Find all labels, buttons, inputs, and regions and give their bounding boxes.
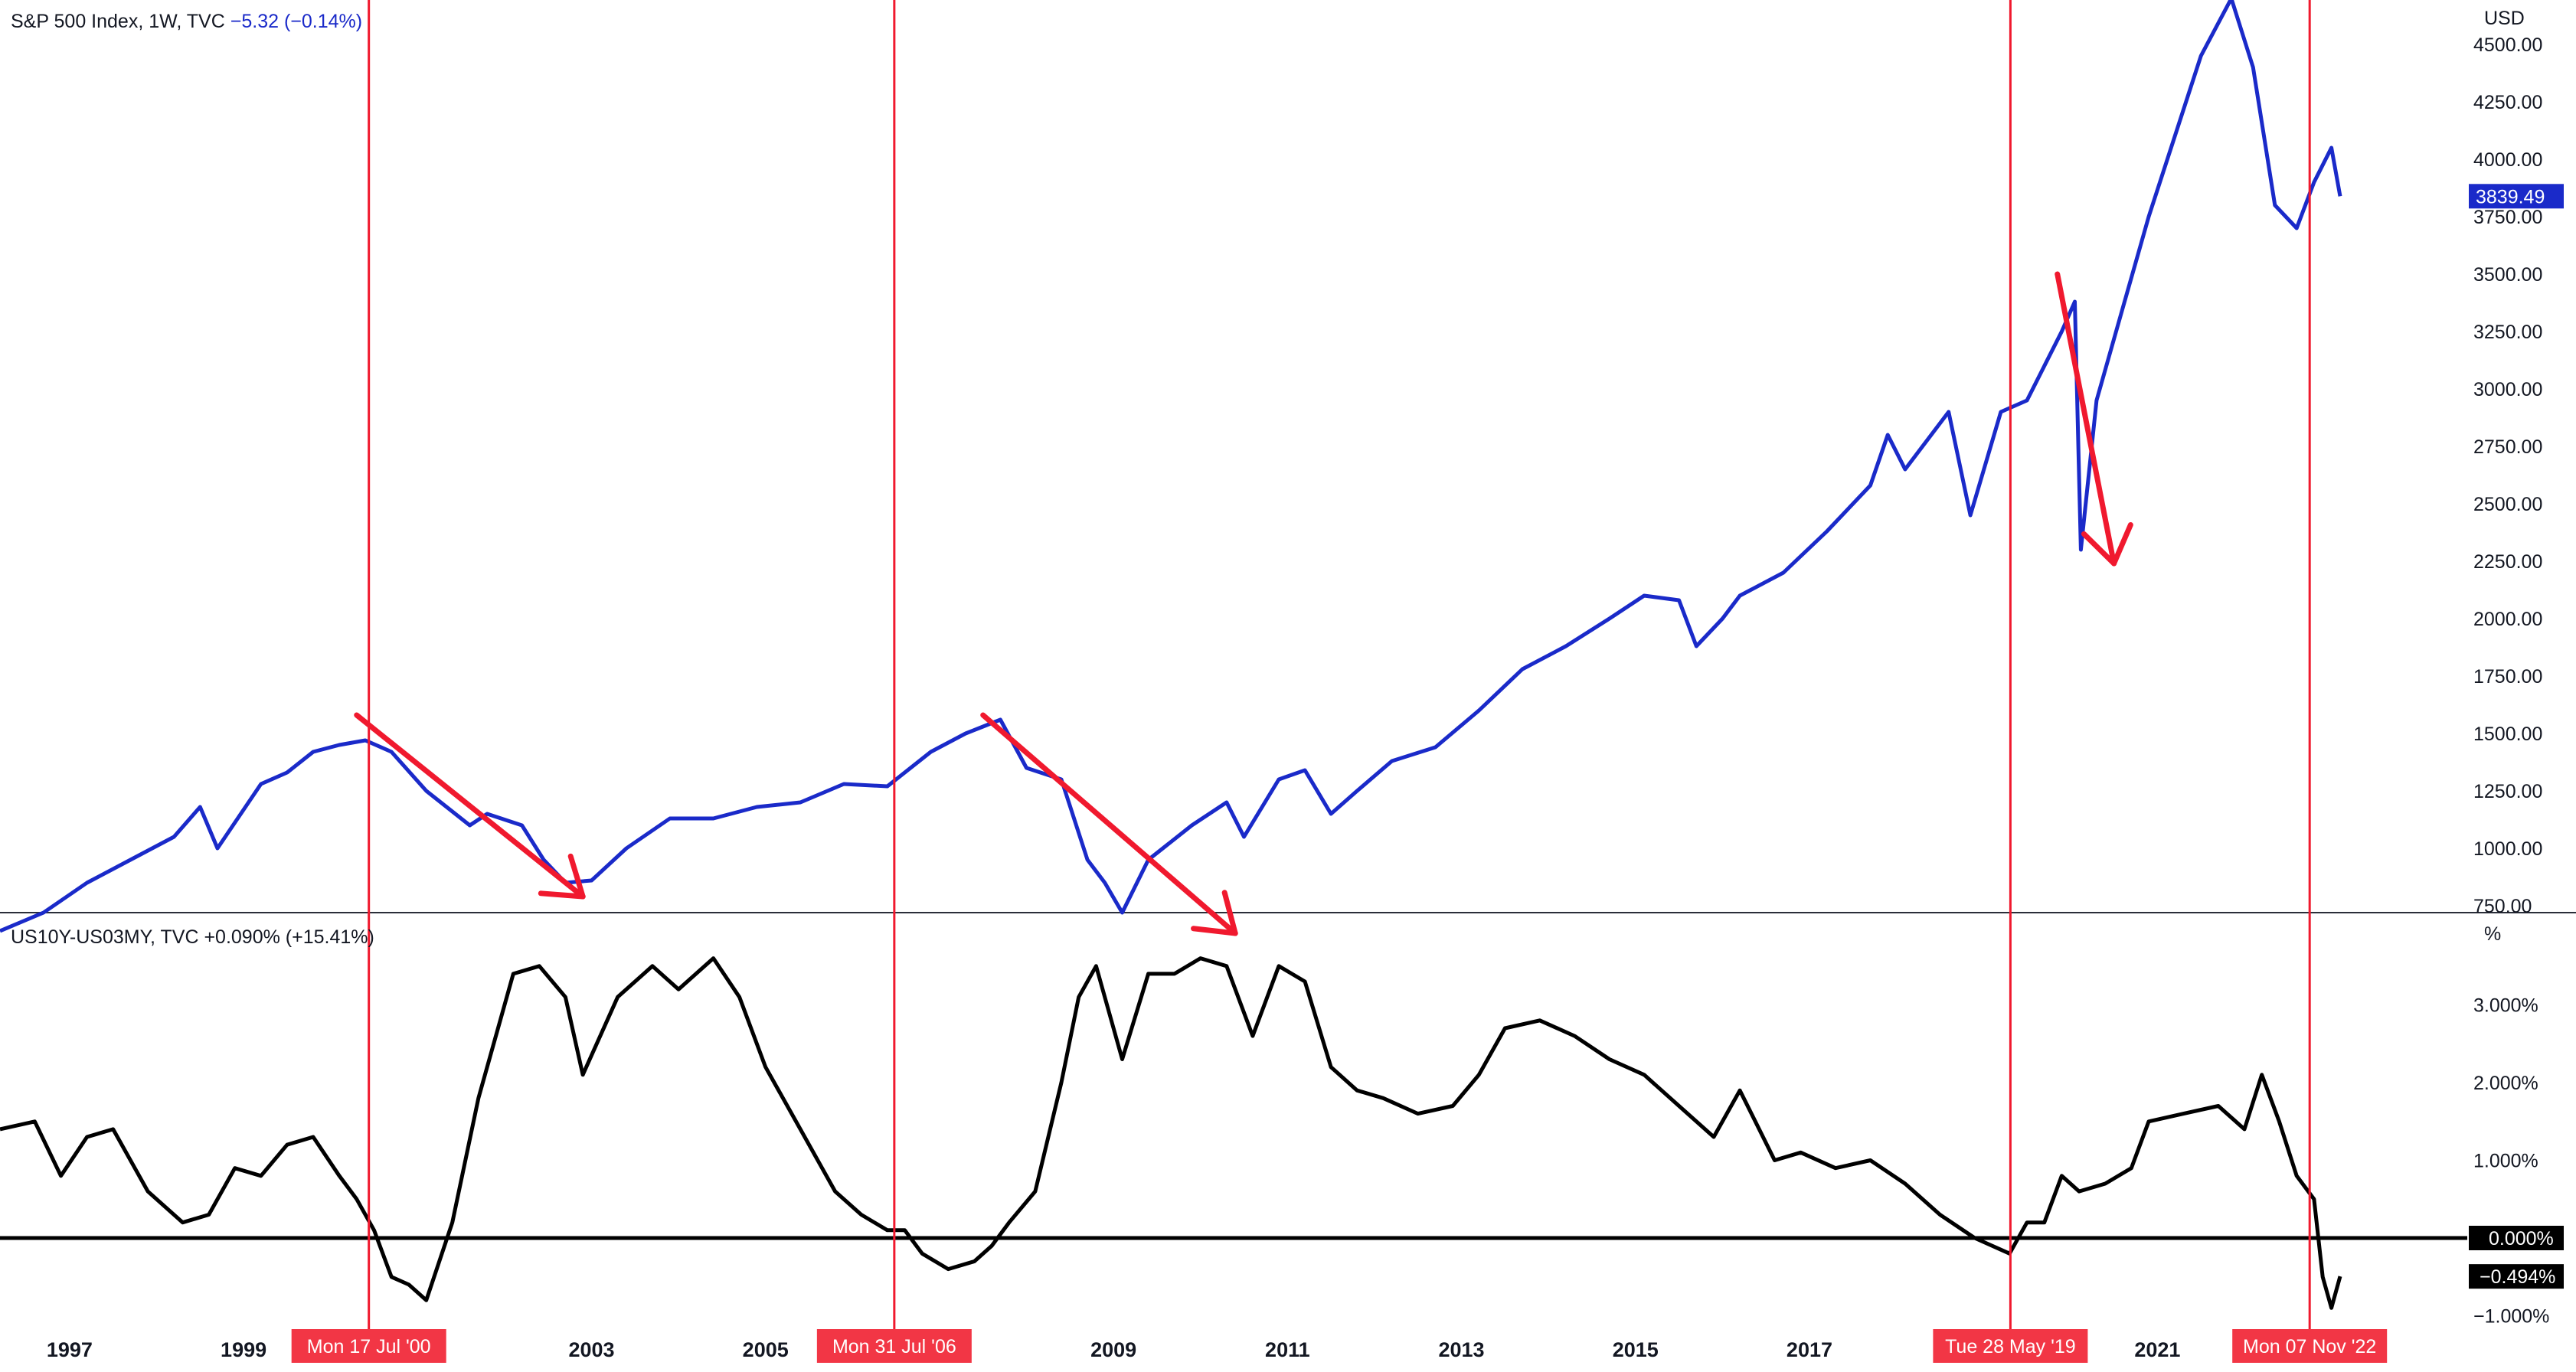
spread-legend-change: +0.090% (+15.41%) <box>204 926 374 948</box>
x-tick-label: 2021 <box>2134 1338 2180 1361</box>
price-tick-label: 2000.00 <box>2473 609 2542 630</box>
x-tick-label: 2003 <box>568 1338 614 1361</box>
price-tick-label: 1250.00 <box>2473 781 2542 802</box>
zero-badge <box>2469 1226 2564 1250</box>
x-tick-label: 2013 <box>1439 1338 1485 1361</box>
price-tick-label: 2500.00 <box>2473 494 2542 515</box>
spread-legend[interactable]: US10Y-US03MY, TVC +0.090% (+15.41%) <box>11 926 374 949</box>
price-tick-label: 1500.00 <box>2473 724 2542 745</box>
spread-tick-label: 3.000% <box>2473 995 2538 1017</box>
spread-last-value-badge <box>2469 1264 2564 1289</box>
zero-badge-label: 0.000% <box>2489 1228 2554 1250</box>
x-tick-label: 2009 <box>1090 1338 1136 1361</box>
sp500-line <box>0 0 2342 933</box>
price-tick-label: 3000.00 <box>2473 379 2542 400</box>
spread-last-value-label: −0.494% <box>2480 1266 2555 1288</box>
price-tick-label: 4250.00 <box>2473 92 2542 113</box>
marker-date-badge-0 <box>291 1329 446 1363</box>
price-tick-label: 4000.00 <box>2473 149 2542 171</box>
price-tick-label: 2750.00 <box>2473 436 2542 458</box>
price-last-value-label: 3839.49 <box>2476 186 2545 207</box>
annotation-arrowhead-2-0 <box>2111 521 2133 567</box>
price-tick-label: 3750.00 <box>2473 207 2542 228</box>
spread-line <box>0 956 2342 1310</box>
marker-date-badge-1 <box>816 1329 972 1363</box>
price-tick-label: 4500.00 <box>2473 34 2542 56</box>
annotation-arrow-2 <box>2055 271 2117 567</box>
marker-date-label-1: Mon 31 Jul '06 <box>832 1336 956 1357</box>
price-tick-label: 1000.00 <box>2473 838 2542 860</box>
price-tick-label: 2250.00 <box>2473 551 2542 573</box>
annotation-arrow-1 <box>980 712 1238 936</box>
x-tick-label: 2005 <box>743 1338 789 1361</box>
marker-date-label-2: Tue 28 May '19 <box>1945 1336 2076 1357</box>
x-tick-label: 2015 <box>1613 1338 1659 1361</box>
price-tick-label: 3250.00 <box>2473 322 2542 343</box>
spread-axis-unit: % <box>2484 923 2502 945</box>
annotation-arrowhead-0-0 <box>567 853 586 900</box>
spread-tick-label: 1.000% <box>2473 1151 2538 1172</box>
price-tick-label: 1750.00 <box>2473 666 2542 688</box>
sp500-legend[interactable]: S&P 500 Index, 1W, TVC −5.32 (−0.14%) <box>11 11 362 33</box>
price-axis-unit: USD <box>2484 8 2525 29</box>
annotation-arrowhead-1-0 <box>1221 890 1238 936</box>
x-tick-label: 1997 <box>47 1338 93 1361</box>
spread-legend-symbol: US10Y-US03MY, TVC <box>11 926 199 948</box>
price-last-value-badge <box>2469 184 2564 209</box>
x-tick-label: 1999 <box>221 1338 266 1361</box>
annotation-arrowhead-2-1 <box>2081 531 2117 567</box>
marker-date-badge-2 <box>1933 1329 2088 1363</box>
sp500-legend-change: −5.32 (−0.14%) <box>230 11 363 32</box>
marker-date-label-3: Mon 07 Nov '22 <box>2243 1336 2376 1357</box>
marker-date-badge-3 <box>2232 1329 2388 1363</box>
marker-date-label-0: Mon 17 Jul '00 <box>307 1336 431 1357</box>
price-tick-label: 3500.00 <box>2473 264 2542 286</box>
spread-tick-label: 2.000% <box>2473 1073 2538 1094</box>
spread-tick-label: −1.000% <box>2473 1306 2549 1328</box>
x-tick-label: 2017 <box>1787 1338 1832 1361</box>
x-tick-label: 2011 <box>1265 1338 1310 1361</box>
sp500-legend-symbol: S&P 500 Index, 1W, TVC <box>11 11 225 32</box>
annotation-arrowhead-1-1 <box>1191 926 1238 936</box>
price-tick-label: 750.00 <box>2473 896 2532 917</box>
annotation-arrow-0 <box>354 712 586 900</box>
annotation-arrowhead-0-1 <box>538 890 586 900</box>
